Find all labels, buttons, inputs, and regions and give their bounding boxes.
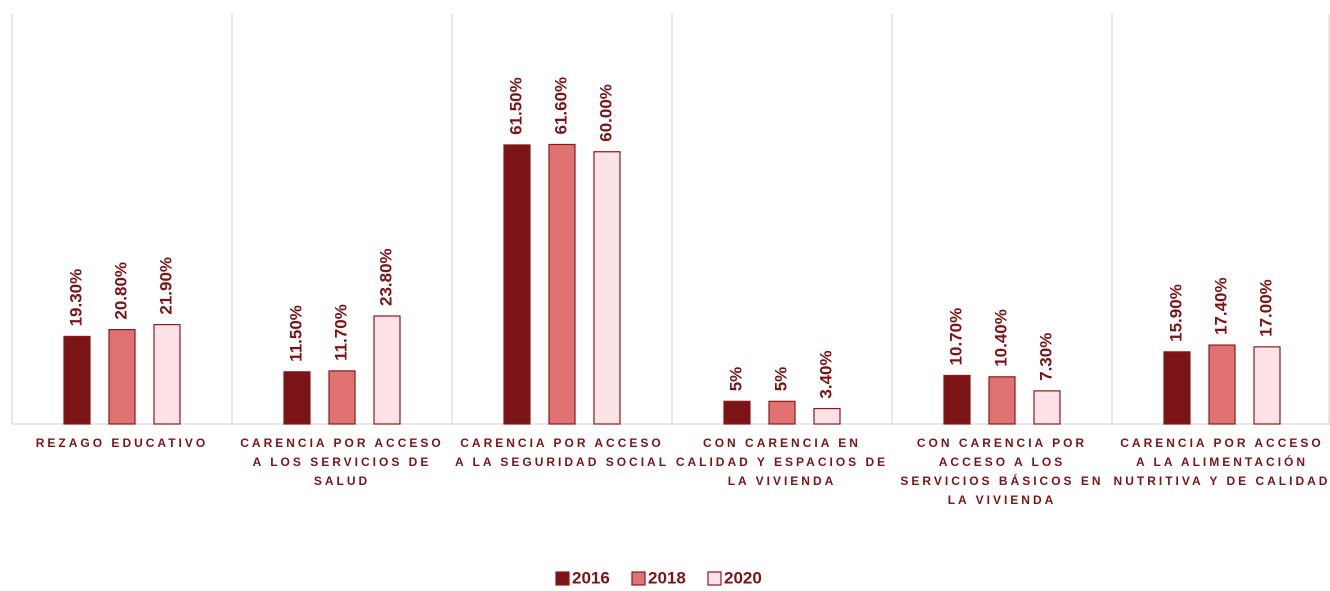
x-tick-label: CON CARENCIA POR ACCESO A LOS SERVICIOS … bbox=[900, 436, 1104, 507]
bar bbox=[723, 400, 751, 425]
legend-label: 2018 bbox=[648, 568, 686, 587]
legend-swatch bbox=[707, 571, 722, 586]
bar bbox=[1033, 390, 1061, 425]
value-label: 61.50% bbox=[506, 77, 525, 135]
x-tick-label: CARENCIA POR ACCESO A LOS SERVICIOS DE S… bbox=[240, 436, 444, 488]
value-label: 10.70% bbox=[946, 308, 965, 366]
bar bbox=[988, 376, 1016, 425]
value-label: 11.70% bbox=[331, 304, 350, 361]
bar bbox=[373, 315, 401, 425]
bar bbox=[63, 335, 91, 425]
bar bbox=[548, 143, 576, 425]
value-label: 10.40% bbox=[991, 309, 1010, 367]
bar bbox=[1208, 344, 1236, 425]
value-label: 21.90% bbox=[156, 257, 175, 315]
value-label: 17.40% bbox=[1211, 277, 1230, 335]
value-label: 23.80% bbox=[376, 248, 395, 306]
bar bbox=[503, 144, 531, 425]
bar bbox=[943, 374, 971, 425]
bar bbox=[1163, 351, 1191, 425]
x-tick-label: CON CARENCIA EN CALIDAD Y ESPACIOS DE LA… bbox=[675, 436, 889, 488]
value-label: 20.80% bbox=[111, 262, 130, 320]
legend-swatch bbox=[631, 571, 646, 586]
x-tick-label: CARENCIA POR ACCESO A LA SEGURIDAD SOCIA… bbox=[454, 436, 670, 469]
bar bbox=[593, 151, 621, 425]
value-label: 3.40% bbox=[816, 350, 835, 398]
bar bbox=[283, 371, 311, 425]
legend-swatch bbox=[555, 571, 570, 586]
value-label: 19.30% bbox=[66, 269, 85, 327]
value-label: 5% bbox=[726, 367, 745, 392]
legend-label: 2016 bbox=[572, 568, 610, 587]
x-tick-label: REZAGO EDUCATIVO bbox=[35, 436, 209, 450]
bar bbox=[328, 370, 356, 425]
legend-label: 2020 bbox=[724, 568, 762, 587]
value-label: 61.60% bbox=[551, 77, 570, 135]
bar bbox=[153, 324, 181, 425]
value-label: 5% bbox=[771, 367, 790, 392]
x-tick-label: CARENCIA POR ACCESO A LA ALIMENTACIÓN NU… bbox=[1113, 436, 1330, 488]
value-label: 11.50% bbox=[286, 305, 305, 362]
value-label: 7.30% bbox=[1036, 333, 1055, 381]
value-label: 60.00% bbox=[596, 84, 615, 142]
bar bbox=[108, 329, 136, 425]
bar bbox=[768, 400, 796, 425]
bar bbox=[1253, 346, 1281, 425]
bar bbox=[813, 407, 841, 425]
value-label: 15.90% bbox=[1166, 284, 1185, 342]
value-label: 17.00% bbox=[1256, 279, 1275, 337]
